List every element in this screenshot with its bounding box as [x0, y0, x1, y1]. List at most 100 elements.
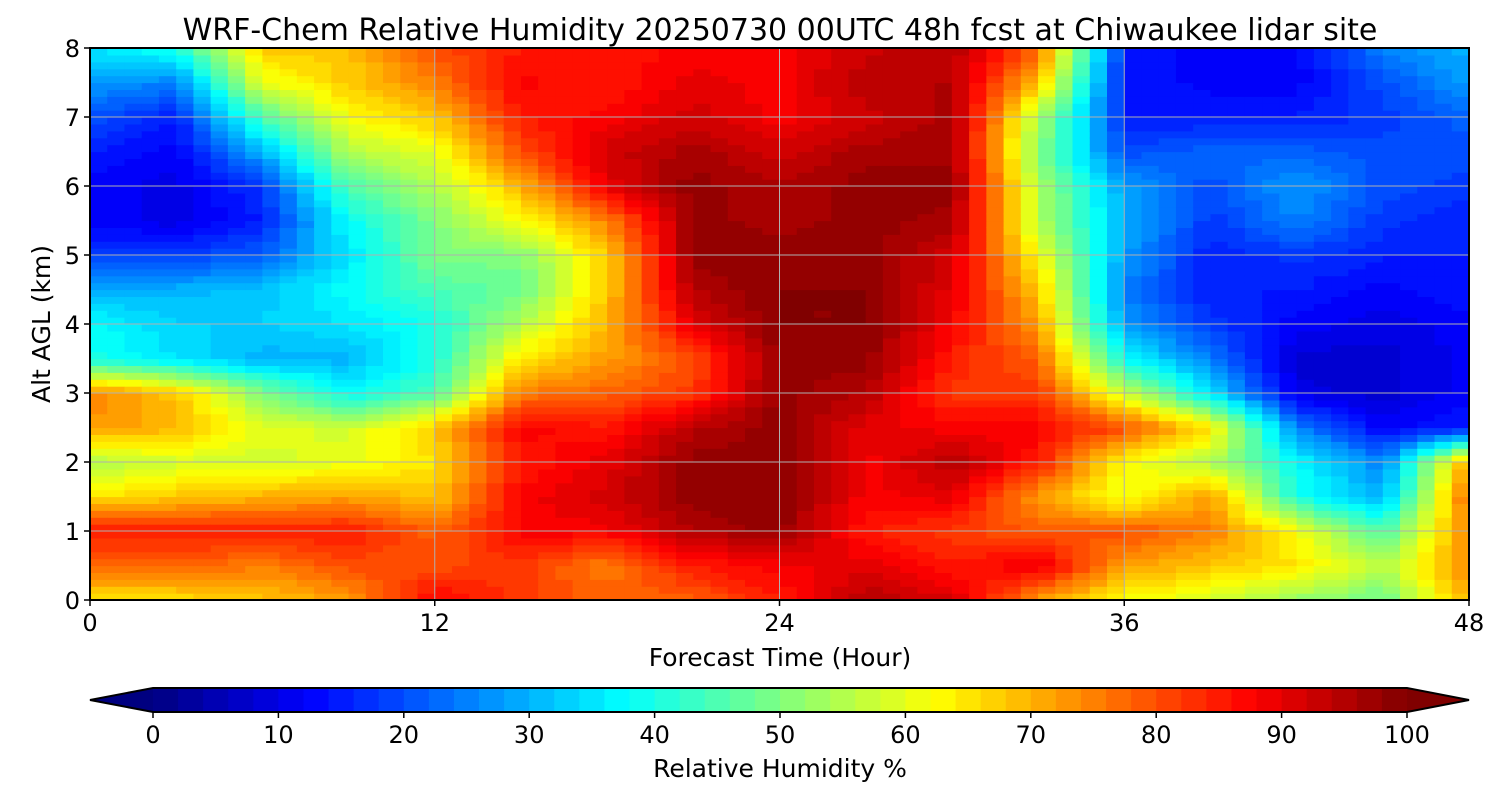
heatmap-cell [831, 558, 850, 567]
heatmap-cell [279, 261, 298, 270]
heatmap-cell [727, 54, 746, 63]
heatmap-cell [865, 324, 884, 332]
heatmap-cell [641, 275, 660, 284]
heatmap-cell [1089, 255, 1108, 263]
heatmap-cell [90, 192, 108, 201]
heatmap-cell [572, 241, 591, 249]
heatmap-cell [314, 213, 332, 222]
heatmap-cell [176, 317, 195, 325]
heatmap-cell [227, 517, 246, 525]
heatmap-cell [710, 282, 729, 291]
heatmap-cell [555, 103, 574, 111]
heatmap-cell [727, 406, 746, 415]
heatmap-cell [1124, 579, 1143, 587]
heatmap-cell [486, 579, 505, 587]
heatmap-cell [538, 220, 557, 228]
heatmap-cell [383, 151, 401, 159]
heatmap-cell [469, 117, 488, 125]
heatmap-cell [865, 110, 884, 118]
heatmap-cell [107, 434, 126, 442]
heatmap-cell [400, 482, 419, 491]
heatmap-cell [813, 551, 832, 560]
heatmap-cell [331, 213, 350, 222]
heatmap-cell [486, 89, 505, 97]
heatmap-cell [348, 296, 367, 304]
heatmap-cell [813, 330, 832, 339]
heatmap-cell [779, 544, 798, 553]
heatmap-cell [676, 565, 694, 573]
heatmap-cell [124, 310, 143, 318]
heatmap-cell [1141, 489, 1160, 498]
heatmap-cell [658, 441, 677, 449]
heatmap-cell [158, 220, 177, 228]
heatmap-cell [848, 199, 867, 208]
heatmap-cell [331, 117, 350, 125]
heatmap-cell [107, 544, 126, 553]
heatmap-cell [520, 158, 539, 166]
heatmap-cell [1003, 268, 1022, 277]
heatmap-cell [314, 579, 332, 587]
heatmap-cell [555, 510, 574, 518]
heatmap-cell [417, 386, 436, 394]
heatmap-cell [555, 172, 574, 180]
heatmap-cell [572, 275, 591, 284]
heatmap-cell [727, 282, 746, 291]
heatmap-cell [658, 282, 677, 291]
heatmap-cell [951, 441, 970, 449]
heatmap-cell [848, 524, 867, 532]
heatmap-cell [1055, 275, 1074, 284]
heatmap-cell [141, 475, 160, 484]
heatmap-cell [796, 179, 815, 187]
heatmap-cell [934, 324, 953, 332]
heatmap-cell [865, 289, 884, 297]
heatmap-cell [762, 482, 781, 491]
heatmap-cell [1003, 248, 1022, 256]
heatmap-cell [1141, 365, 1160, 373]
heatmap-cell [331, 179, 350, 187]
heatmap-cell [969, 227, 987, 235]
heatmap-cell [383, 441, 401, 449]
heatmap-cell [107, 420, 126, 429]
heatmap-cell [331, 358, 350, 366]
heatmap-cell [107, 510, 126, 518]
heatmap-cell [107, 537, 126, 546]
heatmap-cell [176, 220, 195, 228]
heatmap-cell [589, 165, 608, 173]
heatmap-cell [1193, 489, 1212, 498]
heatmap-cell [589, 324, 608, 332]
heatmap-cell [158, 117, 177, 125]
heatmap-cell [434, 489, 453, 498]
heatmap-cell [969, 434, 987, 442]
heatmap-cell [245, 172, 263, 180]
heatmap-cell [762, 586, 781, 594]
heatmap-cell [90, 48, 108, 56]
heatmap-cell [934, 358, 953, 366]
heatmap-cell [1055, 268, 1074, 277]
heatmap-cell [710, 137, 729, 146]
heatmap-cell [1124, 537, 1143, 546]
heatmap-cell [1089, 434, 1108, 442]
heatmap-cell [693, 61, 712, 70]
heatmap-cell [676, 165, 694, 173]
heatmap-cell [762, 544, 781, 553]
heatmap-cell [1107, 475, 1125, 484]
heatmap-cell [745, 54, 763, 63]
heatmap-cell [1055, 48, 1074, 56]
heatmap-cell [1193, 379, 1212, 387]
heatmap-cell [969, 393, 987, 401]
heatmap-cell [607, 586, 625, 594]
heatmap-cell [124, 103, 143, 111]
heatmap-cell [486, 524, 505, 532]
heatmap-cell [796, 310, 815, 318]
heatmap-cell [934, 386, 953, 394]
heatmap-cell [1124, 330, 1143, 339]
heatmap-cell [1107, 234, 1125, 242]
heatmap-cell [486, 234, 505, 242]
heatmap-cell [107, 248, 126, 256]
heatmap-cell [124, 427, 143, 435]
heatmap-cell [1038, 524, 1056, 532]
heatmap-cell [227, 172, 246, 180]
heatmap-cell [693, 186, 712, 194]
heatmap-cell [1124, 413, 1143, 422]
heatmap-cell [227, 441, 246, 449]
